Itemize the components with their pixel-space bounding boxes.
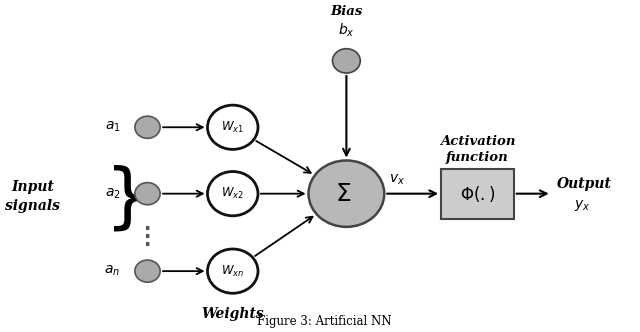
Text: $\Phi(.)$: $\Phi(.)$ <box>460 184 495 204</box>
Text: Input: Input <box>11 180 54 194</box>
Text: Weights: Weights <box>202 307 264 321</box>
Circle shape <box>135 116 160 138</box>
Circle shape <box>308 160 384 227</box>
Text: $\Sigma$: $\Sigma$ <box>335 182 351 206</box>
Text: .: . <box>144 214 151 234</box>
Text: .: . <box>144 231 151 250</box>
Text: $b_x$: $b_x$ <box>338 21 355 39</box>
Text: $W_{x1}$: $W_{x1}$ <box>221 120 244 135</box>
Text: $W_{xn}$: $W_{xn}$ <box>221 264 244 279</box>
Text: Bias: Bias <box>330 5 363 18</box>
Text: $y_x$: $y_x$ <box>573 198 590 213</box>
Text: $a_1$: $a_1$ <box>104 120 120 134</box>
Text: Activation
function: Activation function <box>440 135 515 164</box>
Text: }: } <box>104 165 150 234</box>
Circle shape <box>333 49 360 73</box>
Text: $v_x$: $v_x$ <box>388 173 404 187</box>
Circle shape <box>135 183 160 205</box>
Text: $a_n$: $a_n$ <box>104 264 120 278</box>
Circle shape <box>135 260 160 282</box>
Circle shape <box>207 105 258 149</box>
Circle shape <box>207 249 258 293</box>
Text: Figure 3: Artificial NN: Figure 3: Artificial NN <box>257 315 392 328</box>
FancyBboxPatch shape <box>441 169 514 218</box>
Text: signals: signals <box>5 199 60 213</box>
Circle shape <box>207 172 258 216</box>
Text: $a_2$: $a_2$ <box>104 187 120 201</box>
Text: Output: Output <box>557 177 612 191</box>
Text: .: . <box>144 223 151 242</box>
Text: $W_{x2}$: $W_{x2}$ <box>221 186 244 201</box>
